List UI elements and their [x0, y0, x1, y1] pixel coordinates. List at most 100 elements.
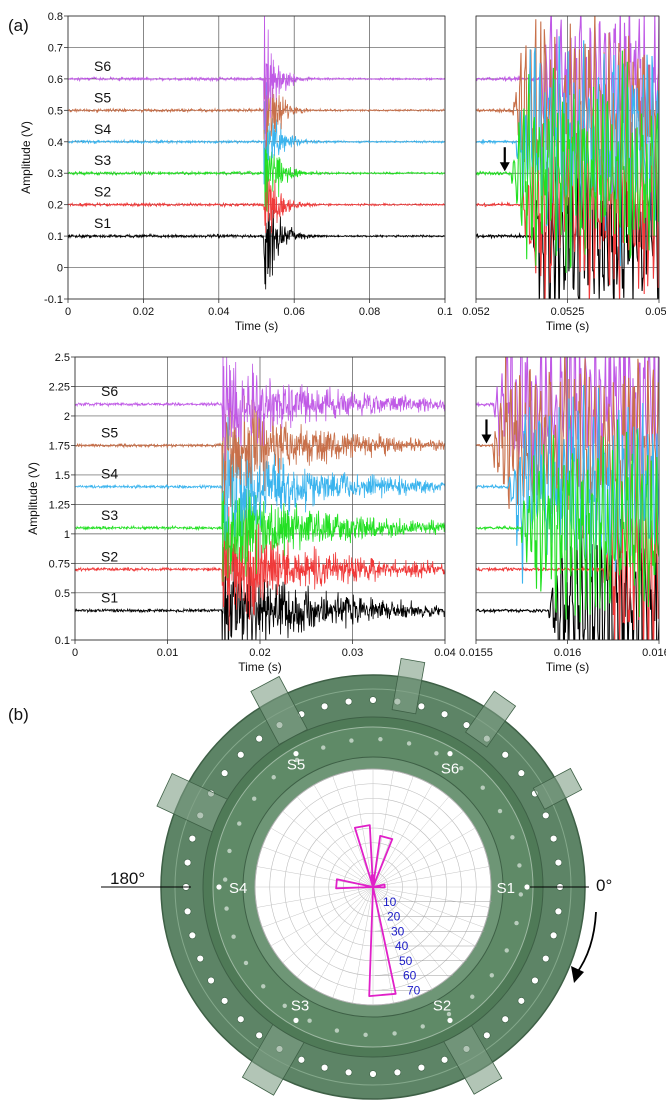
polar-spoke [313, 886, 374, 990]
polar-spoke [372, 886, 484, 928]
inner-hole [489, 973, 494, 978]
x-tick-label: 0.04 [208, 306, 229, 318]
bolt-hole [220, 997, 229, 1005]
inner-hole [227, 848, 232, 854]
x-axis-label: Time (s) [546, 660, 590, 674]
bolt-hole [549, 834, 558, 843]
angle-label-0: 0° [596, 876, 612, 895]
x-tick-label: 0.01 [157, 647, 178, 659]
series-label-s1: S1 [101, 590, 118, 606]
bolt-hole [320, 702, 329, 711]
inner-hole [378, 736, 383, 742]
polar-spoke [332, 776, 374, 888]
y-tick-label: -0.1 [44, 294, 63, 306]
inner-hole [261, 984, 266, 989]
bolt-hole [220, 769, 229, 777]
series-s5-trace [68, 67, 445, 147]
bolt-hole [255, 1031, 263, 1040]
series-s3-trace [476, 419, 659, 623]
bolt-hole [554, 858, 563, 867]
polar-spoke [372, 886, 433, 990]
bolt-hole [183, 907, 192, 916]
polar-spoke [262, 886, 374, 928]
inner-hole [282, 1003, 287, 1008]
inner-hole [392, 1031, 397, 1036]
bolt-hole [344, 1068, 353, 1077]
series-s4-trace [476, 385, 659, 584]
x-tick-label: 0.02 [249, 647, 270, 659]
series-s3-trace [68, 129, 445, 212]
radial-tick-label: 20 [387, 910, 401, 924]
polar-spoke [352, 770, 374, 888]
radial-tick-label: 10 [383, 895, 397, 909]
inner-hole [434, 751, 439, 756]
series-label-s6: S6 [94, 58, 111, 74]
polar-spoke [372, 886, 450, 978]
inner-hole [222, 877, 228, 882]
y-tick-label: 0.1 [55, 635, 70, 647]
inner-hole [497, 808, 503, 814]
x-axis-label: Time (s) [546, 319, 590, 333]
x-tick-label: 0.06 [283, 306, 304, 318]
series-s2-trace [476, 481, 659, 640]
series-s1-trace [68, 207, 445, 290]
mount-bracket [391, 657, 426, 715]
y-tick-label: 2.5 [55, 352, 70, 364]
y-tick-label: 2 [64, 411, 70, 423]
bolt-hole [255, 734, 263, 743]
series-label-s1: S1 [94, 215, 111, 231]
y-tick-label: 0.8 [48, 11, 63, 23]
polar-spoke [372, 810, 464, 888]
radial-tick-label: 50 [399, 954, 413, 968]
y-tick-label: 0.7 [48, 42, 63, 54]
sensor-label-s4: S4 [229, 880, 247, 897]
inner-hole [480, 785, 485, 790]
bottom-zoom-chart: 0.0155 0.016 0.0165 Time (s) [459, 356, 666, 674]
inner-hole [446, 1011, 452, 1017]
x-tick-label: 0.1 [437, 306, 452, 318]
bolt-hole [297, 1056, 306, 1064]
y-tick-label: 2.25 [49, 381, 70, 393]
panel-b-label: (b) [8, 705, 29, 724]
polar-spoke [313, 784, 374, 888]
bolt-hole [207, 976, 215, 985]
x-tick-label: 0 [72, 647, 78, 659]
series-s2-trace [75, 506, 445, 632]
bolt-hole [440, 1056, 449, 1064]
x-tick-label: 0.02 [133, 306, 154, 318]
y-tick-label: 0.6 [48, 74, 63, 86]
bolt-hole [393, 1068, 402, 1077]
x-tick-label: 0.0155 [459, 647, 493, 659]
bolt-hole [501, 1015, 509, 1023]
bolt-hole [517, 997, 526, 1005]
inner-hole [252, 796, 257, 801]
bolt-hole [369, 1070, 377, 1078]
y-axis-label: Amplitude (V) [19, 121, 33, 194]
polar-spoke [282, 886, 374, 964]
inner-hole [510, 835, 515, 840]
inner-hole [237, 821, 242, 826]
sensor-label-s3: S3 [291, 997, 309, 1014]
angle-label-180: 180° [110, 869, 145, 888]
polar-spoke [256, 886, 374, 908]
x-tick-label: 0.0165 [642, 647, 666, 659]
sensor-point-s4 [216, 884, 222, 890]
polar-spoke [270, 827, 374, 888]
series-s2-trace [68, 164, 445, 234]
x-tick-label: 0.0525 [551, 306, 585, 318]
inner-hole [459, 766, 464, 771]
y-axis-label: Amplitude (V) [26, 462, 40, 535]
bolt-hole [531, 976, 539, 985]
series-s3-trace [476, 50, 659, 273]
y-tick-label: 0.1 [48, 231, 63, 243]
bolt-hole [196, 954, 204, 963]
series-s4-trace [75, 416, 445, 542]
bolt-hole [462, 721, 471, 729]
bolt-hole [417, 702, 426, 711]
sensor-label-s2: S2 [433, 997, 451, 1014]
inner-hole [224, 906, 229, 911]
bolt-hole [440, 710, 449, 718]
polar-spoke [372, 886, 490, 908]
polar-spoke [372, 784, 433, 888]
